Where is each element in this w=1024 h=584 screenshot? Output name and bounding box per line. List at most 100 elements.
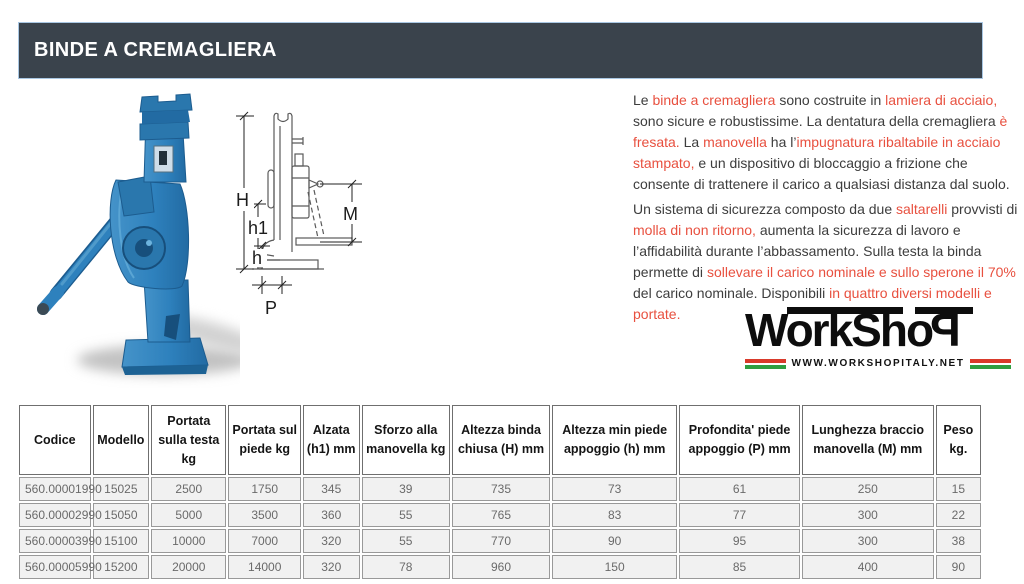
product-photo (37, 93, 240, 375)
highlighted-text: molla di non ritorno, (633, 222, 756, 238)
jack-foot-notch (164, 314, 180, 340)
dim-label-h: h (252, 248, 262, 268)
description-paragraph-1: Le binde a cremagliera sono costruite in… (633, 90, 1018, 195)
logo-website-text: WWW.WORKSHOPITALY.NET (791, 358, 965, 370)
cell-codice: 560.00002990 (19, 503, 102, 528)
table-cell: 345 (302, 477, 360, 502)
highlighted-text: saltarelli (896, 201, 948, 217)
column-header: Alzata (h1) mm (302, 405, 360, 476)
jack-top-cap (139, 93, 193, 113)
table-cell: 90 (552, 529, 678, 554)
table-cell: 150 (552, 555, 678, 580)
workshop-logo-wordmark: WorkShoP (745, 304, 1011, 356)
body-text: ha l’ (766, 134, 797, 150)
highlighted-text: è fresata. (633, 113, 1008, 150)
cell-codice: 560.00001990 (19, 477, 102, 502)
red-stripe (969, 358, 1012, 363)
dim-label-P: P (265, 298, 277, 318)
table-cell: 61 (679, 477, 800, 502)
table-cell: 735 (452, 477, 550, 502)
highlighted-text: lamiera di acciaio, (885, 92, 998, 108)
body-text: Un sistema di sicurezza composto da due (633, 201, 897, 217)
column-header: Altezza binda chiusa (H) mm (452, 405, 550, 476)
body-text: del carico nominale. Disponibili (633, 285, 830, 301)
table-row: 560.00001990 15025 2500 1750 345 39 735 73 61 250… (19, 477, 981, 502)
table-cell: 15200 (92, 555, 150, 580)
body-text: sono costruite in (775, 92, 886, 108)
table-cell: 55 (361, 503, 451, 528)
table-header-row: Codice Modello Portata sulla testa kg Porta… (19, 405, 981, 476)
table-cell: 83 (552, 503, 678, 528)
spec-table-container: Codice Modello Portata sulla testa kg Porta… (17, 403, 983, 581)
table-row: 560.00003990 15100 10000 7000 320 55 770 90 95 30… (19, 529, 981, 554)
dim-label-H: H (236, 190, 249, 210)
flag-stripes-right (969, 358, 1012, 369)
table-cell: 39 (361, 477, 451, 502)
table-cell: 1750 (228, 477, 301, 502)
body-text: Le (633, 92, 653, 108)
table-cell: 90 (935, 555, 981, 580)
table-cell: 10000 (151, 529, 227, 554)
table-cell: 2500 (151, 477, 227, 502)
column-header: Lunghezza braccio manovella (M) mm (801, 405, 934, 476)
flag-stripes-left (745, 358, 787, 369)
green-stripe (969, 364, 1012, 369)
cell-codice: 560.00003990 (19, 529, 102, 554)
body-text: sono sicure e robustissime. La dentatura… (633, 113, 1000, 129)
jack-cap-flange (142, 110, 190, 124)
table-cell: 15050 (92, 503, 150, 528)
table-cell: 765 (452, 503, 550, 528)
column-header: Sforzo alla manovella kg (361, 405, 451, 476)
column-header: Altezza min piede appoggio (h) mm (552, 405, 678, 476)
table-cell: 20000 (151, 555, 227, 580)
table-cell: 55 (361, 529, 451, 554)
column-header: Profondita' piede appoggio (P) mm (679, 405, 800, 476)
table-cell: 250 (801, 477, 934, 502)
body-text: aumenta la sicurezza di lavoro e l’affid… (633, 222, 982, 280)
product-description: Le binde a cremagliera sono costruite in… (633, 90, 1018, 325)
table-cell: 320 (302, 555, 360, 580)
table-cell: 73 (552, 477, 678, 502)
description-paragraph-2: Un sistema di sicurezza composto da due … (633, 199, 1018, 325)
table-cell: 3500 (228, 503, 301, 528)
table-cell: 770 (452, 529, 550, 554)
dimension-labels: H h1 h M P (233, 188, 364, 318)
page-header: BINDE A CREMAGLIERA (18, 22, 983, 79)
table-cell: 960 (452, 555, 550, 580)
logo-overbar-right (915, 307, 973, 314)
table-cell: 15100 (92, 529, 150, 554)
table-row: 560.00005990 15200 20000 14000 320 78 960 150 85… (19, 555, 981, 580)
column-header: Modello (92, 405, 150, 476)
green-stripe (745, 364, 787, 369)
jack-pivot-block (117, 175, 155, 217)
jack-label-glyph (159, 151, 167, 165)
table-cell: 15 (935, 477, 981, 502)
red-stripe (745, 358, 787, 363)
column-header: Portata sul piede kg (228, 405, 301, 476)
cell-codice: 560.00005990 (19, 555, 102, 580)
jack-collar (139, 121, 190, 141)
table-cell: 95 (679, 529, 800, 554)
dimension-drawing: H h1 h M P (233, 111, 364, 318)
jack-hub-glint (146, 240, 152, 246)
table-body: 560.00001990 15025 2500 1750 345 39 735 73 61 250… (19, 477, 981, 580)
highlighted-text: binde a cremagliera (652, 92, 776, 108)
table-cell: 320 (302, 529, 360, 554)
column-header: Codice (19, 405, 91, 476)
table-cell: 300 (801, 529, 934, 554)
table-cell: 7000 (228, 529, 301, 554)
table-cell: 360 (302, 503, 360, 528)
body-text: La (679, 134, 704, 150)
table-cell: 78 (361, 555, 451, 580)
table-cell: 38 (935, 529, 981, 554)
workshop-logo: WorkShoP WWW.WORKSHOPITALY.NET (745, 304, 1012, 370)
logo-overbar-left (787, 307, 903, 314)
table-cell: 5000 (151, 503, 227, 528)
highlighted-text: impugnatura ribaltabile in acciaio stamp… (633, 134, 1001, 171)
table-cell: 22 (935, 503, 981, 528)
column-header: Portata sulla testa kg (151, 405, 227, 476)
table-row: 560.00002990 15050 5000 3500 360 55 765 83 77 300… (19, 503, 981, 528)
body-text: provvisti di (947, 201, 1018, 217)
page-title: BINDE A CREMAGLIERA (34, 39, 277, 61)
dim-label-h1: h1 (248, 218, 268, 238)
